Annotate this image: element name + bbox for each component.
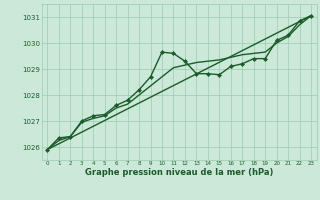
- X-axis label: Graphe pression niveau de la mer (hPa): Graphe pression niveau de la mer (hPa): [85, 168, 273, 177]
